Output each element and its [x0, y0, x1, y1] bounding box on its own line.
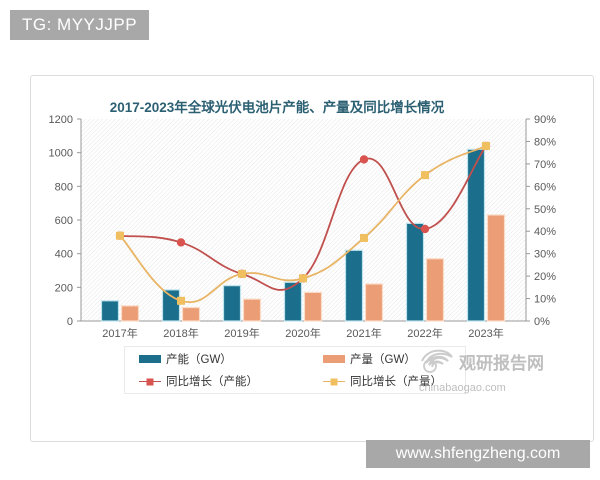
- svg-text:1200: 1200: [49, 114, 73, 126]
- svg-text:20%: 20%: [534, 271, 556, 283]
- svg-text:2021年: 2021年: [346, 326, 381, 340]
- svg-text:10%: 10%: [534, 294, 556, 306]
- svg-text:2018年: 2018年: [163, 326, 198, 340]
- svg-text:800: 800: [55, 181, 73, 193]
- svg-text:2019年: 2019年: [224, 326, 259, 340]
- svg-text:90%: 90%: [534, 114, 556, 126]
- svg-text:50%: 50%: [534, 204, 556, 216]
- svg-text:400: 400: [55, 249, 73, 261]
- svg-text:0: 0: [67, 316, 73, 328]
- svg-text:40%: 40%: [534, 226, 556, 238]
- svg-text:1000: 1000: [49, 148, 73, 160]
- svg-text:30%: 30%: [534, 249, 556, 261]
- svg-text:60%: 60%: [534, 181, 556, 193]
- svg-text:2020年: 2020年: [285, 326, 320, 340]
- svg-text:2022年: 2022年: [407, 326, 442, 340]
- svg-text:600: 600: [55, 215, 73, 227]
- svg-text:80%: 80%: [534, 136, 556, 148]
- svg-text:2017年: 2017年: [102, 326, 137, 340]
- svg-text:70%: 70%: [534, 159, 556, 171]
- svg-text:0%: 0%: [534, 316, 550, 328]
- svg-text:2023年: 2023年: [468, 326, 503, 340]
- svg-text:200: 200: [55, 282, 73, 294]
